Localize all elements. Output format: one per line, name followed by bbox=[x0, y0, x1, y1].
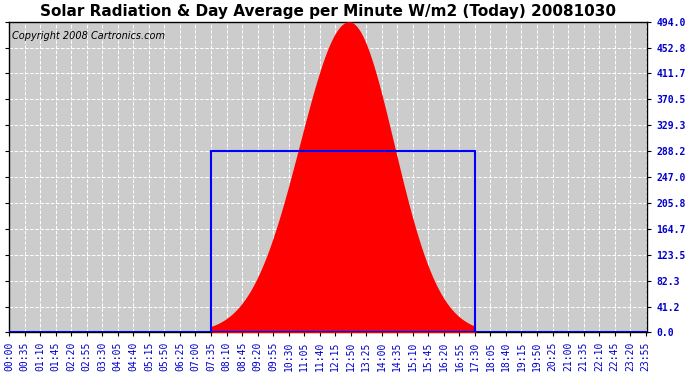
Text: Copyright 2008 Cartronics.com: Copyright 2008 Cartronics.com bbox=[12, 31, 166, 41]
Title: Solar Radiation & Day Average per Minute W/m2 (Today) 20081030: Solar Radiation & Day Average per Minute… bbox=[40, 4, 616, 19]
Bar bbox=[211, 151, 475, 332]
